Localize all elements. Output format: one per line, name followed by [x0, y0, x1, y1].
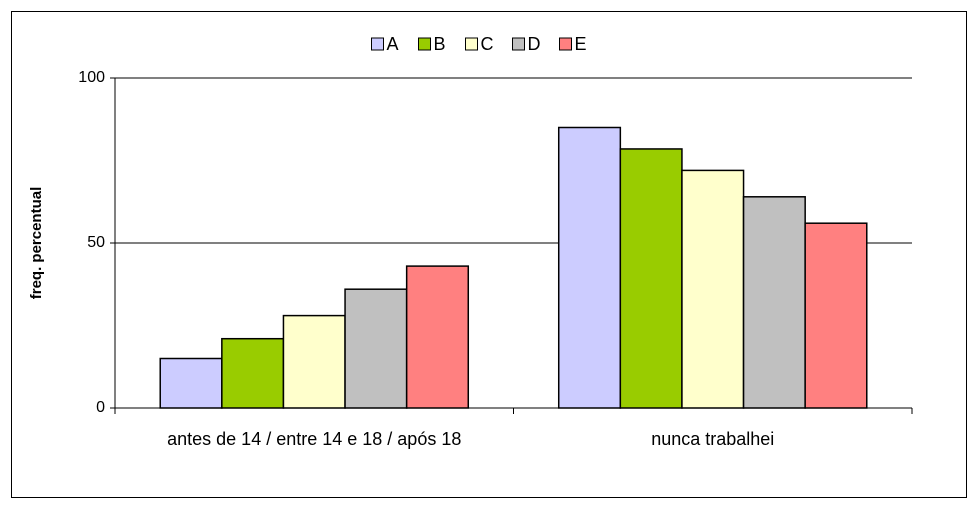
- y-tick-label: 100: [78, 69, 105, 86]
- y-axis-label: freq. percentual: [28, 187, 45, 300]
- legend-label: D: [528, 34, 541, 54]
- legend-swatch: [418, 37, 431, 51]
- bar: [557, 126, 622, 409]
- y-tick-label: 50: [87, 234, 105, 251]
- bar: [344, 288, 408, 409]
- legend-label: C: [481, 34, 494, 54]
- legend-label: A: [387, 34, 399, 54]
- bar: [804, 222, 868, 409]
- bar: [619, 148, 683, 409]
- legend-swatch: [512, 37, 525, 51]
- legend-label: E: [575, 34, 587, 54]
- legend-swatch: [371, 37, 384, 51]
- bar: [159, 357, 223, 409]
- bar: [405, 265, 470, 409]
- x-tick-label: antes de 14 / entre 14 e 18 / após 18: [167, 429, 462, 449]
- bar: [742, 196, 806, 409]
- bar: [681, 169, 745, 409]
- bar: [221, 337, 285, 409]
- legend-swatch: [465, 37, 478, 51]
- bar: [282, 314, 346, 409]
- x-tick-label: nunca trabalhei: [651, 429, 775, 449]
- legend-swatch: [559, 37, 572, 51]
- y-tick-label: 0: [96, 399, 105, 416]
- legend-label: B: [434, 34, 446, 54]
